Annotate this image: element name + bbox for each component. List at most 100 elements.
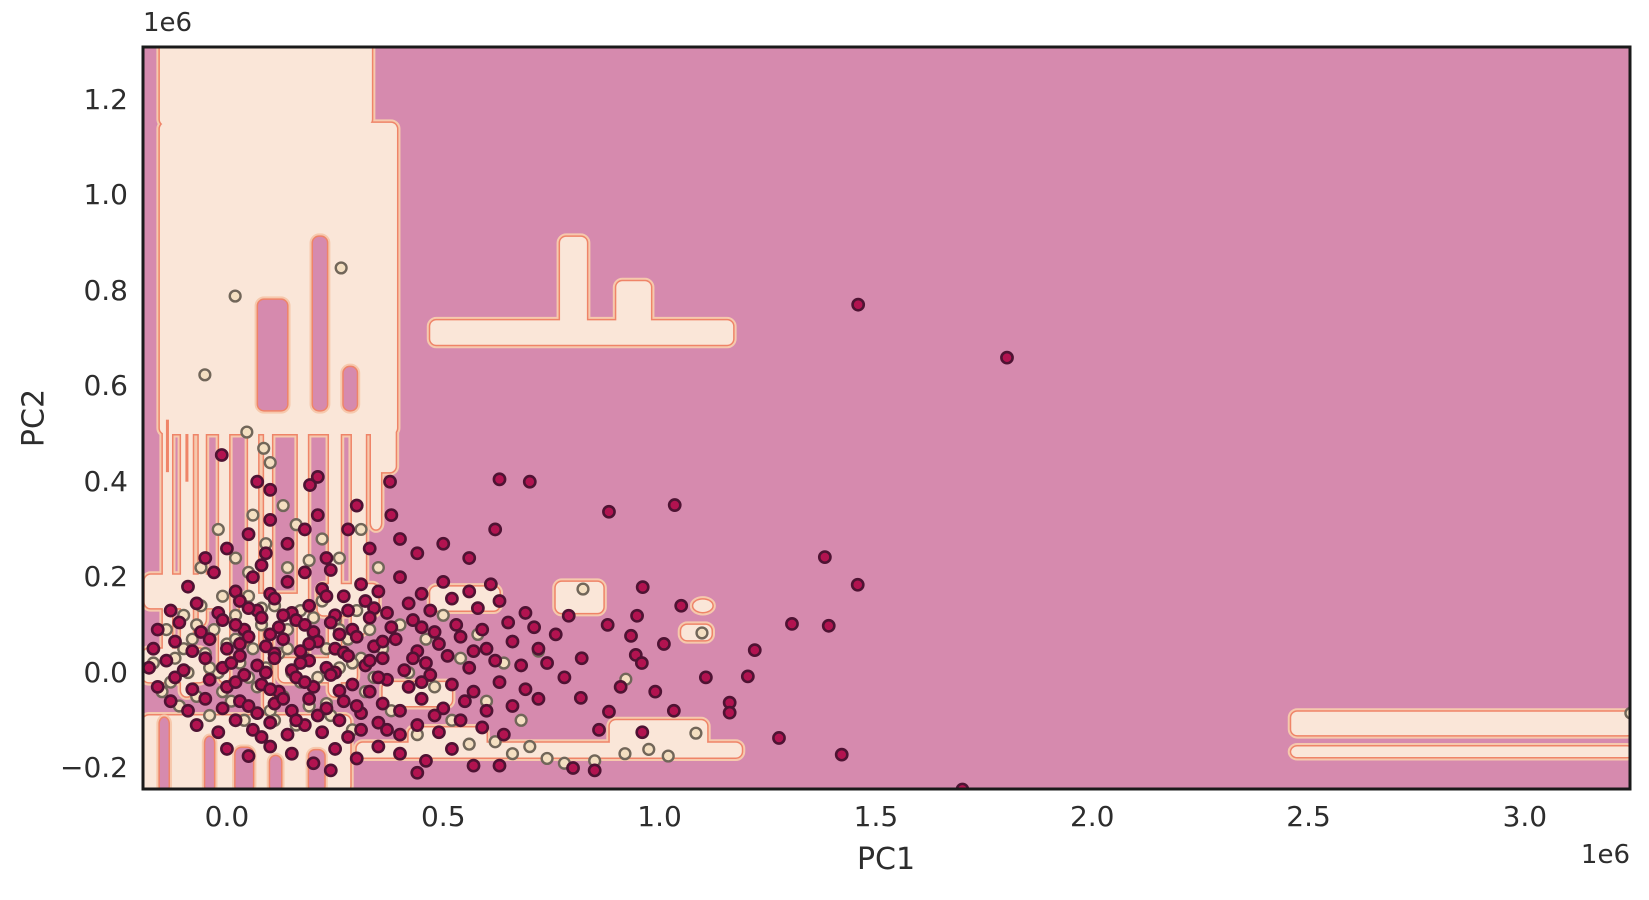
scatter-point-class-dark bbox=[531, 691, 546, 706]
scatter-point-class-dark bbox=[423, 603, 438, 618]
scatter-point-class-dark bbox=[479, 703, 494, 718]
scatter-point-class-dark bbox=[432, 725, 446, 740]
scatter-point-class-light bbox=[211, 522, 225, 537]
scatter-point-class-dark bbox=[336, 589, 351, 604]
scatter-point-class-dark bbox=[531, 641, 546, 656]
scatter-point-class-light bbox=[315, 532, 329, 546]
scatter-point-class-dark bbox=[453, 629, 468, 644]
scatter-point-class-dark bbox=[332, 627, 347, 642]
scatter-point-class-dark bbox=[354, 722, 368, 737]
scatter-point-class-dark bbox=[198, 691, 213, 706]
scatter-point-class-light bbox=[334, 261, 348, 275]
scatter-point-class-dark bbox=[341, 603, 355, 618]
scatter-point-class-dark bbox=[241, 699, 256, 713]
scatter-point-class-dark bbox=[505, 699, 520, 713]
scatter-point-class-dark bbox=[263, 482, 278, 497]
scatter-point-class-dark bbox=[538, 47, 542, 48]
scatter-point-class-dark bbox=[276, 632, 291, 647]
scatter-point-class-dark bbox=[419, 753, 433, 768]
scatter-point-class-light bbox=[246, 642, 260, 656]
scatter-point-class-dark bbox=[271, 620, 286, 635]
scatter-point-class-light bbox=[523, 739, 537, 754]
scatter-point-class-dark bbox=[462, 551, 477, 565]
scatter-point-class-dark bbox=[449, 617, 464, 632]
scatter-point-class-dark bbox=[479, 641, 494, 656]
scatter-point-class-dark bbox=[215, 701, 230, 716]
scatter-point-class-dark bbox=[362, 653, 377, 668]
scatter-point-class-dark bbox=[297, 617, 312, 632]
scatter-point-class-light bbox=[240, 425, 254, 439]
scatter-point-class-dark bbox=[466, 644, 481, 658]
scatter-point-class-dark bbox=[740, 669, 755, 684]
scatter-point-class-dark bbox=[492, 758, 507, 773]
scatter-point-class-dark bbox=[198, 551, 213, 565]
scatter-point-class-dark bbox=[406, 613, 420, 627]
scatter-point-class-dark bbox=[280, 575, 295, 589]
scatter-point-class-dark bbox=[414, 675, 429, 690]
scatter-point-class-dark bbox=[345, 677, 360, 692]
x-tick-label: 1.5 bbox=[853, 800, 899, 833]
scatter-point-class-light bbox=[203, 708, 217, 723]
scatter-point-class-dark bbox=[371, 584, 386, 599]
scatter-point-class-dark bbox=[423, 668, 438, 682]
scatter-point-class-dark bbox=[657, 637, 671, 651]
scatter-point-class-dark bbox=[220, 742, 234, 756]
scatter-point-class-dark bbox=[349, 498, 364, 513]
scatter-point-class-dark bbox=[410, 718, 425, 732]
region-class-dark-overlay bbox=[159, 717, 169, 789]
region-class-light bbox=[376, 410, 396, 473]
scatter-point-class-dark bbox=[306, 756, 321, 771]
scatter-point-class-dark bbox=[362, 610, 377, 625]
decision-surface bbox=[143, 47, 1630, 789]
scatter-point-class-dark bbox=[328, 742, 342, 756]
scatter-point-class-light bbox=[505, 747, 520, 761]
region-class-light bbox=[555, 581, 604, 613]
scatter-point-class-dark bbox=[393, 570, 407, 585]
scatter-point-class-dark bbox=[851, 297, 866, 312]
region-class-light bbox=[1291, 746, 1630, 758]
scatter-point-class-dark bbox=[462, 660, 477, 675]
scatter-point-class-dark bbox=[233, 594, 247, 608]
scatter-point-class-dark bbox=[245, 722, 260, 737]
scatter-point-class-dark bbox=[574, 651, 589, 666]
scatter-point-class-light bbox=[576, 582, 590, 596]
scatter-point-class-dark bbox=[276, 608, 291, 623]
scatter-point-class-light bbox=[689, 726, 703, 740]
scatter-point-class-dark bbox=[613, 679, 628, 694]
scatter-point-class-dark bbox=[557, 670, 572, 685]
scatter-point-class-dark bbox=[475, 720, 490, 735]
series-class-dark bbox=[143, 47, 1014, 789]
scatter-point-class-dark bbox=[341, 522, 355, 537]
scatter-point-class-dark bbox=[189, 596, 204, 611]
scatter-point-class-dark bbox=[445, 677, 459, 692]
scatter-point-class-dark bbox=[383, 474, 397, 489]
scatter-point-class-dark bbox=[254, 610, 269, 625]
region-class-light bbox=[693, 599, 713, 612]
scatter-point-class-dark bbox=[241, 629, 256, 644]
scatter-point-class-dark bbox=[375, 696, 390, 711]
scatter-point-class-dark bbox=[159, 653, 174, 668]
scatter-point-class-dark bbox=[263, 715, 278, 730]
scatter-point-class-dark bbox=[527, 620, 542, 635]
scatter-point-class-dark bbox=[674, 598, 689, 613]
scatter-point-class-dark bbox=[518, 606, 533, 620]
scatter-point-class-dark bbox=[254, 730, 269, 744]
scatter-point-class-dark bbox=[233, 648, 247, 663]
scatter-point-class-dark bbox=[150, 622, 165, 637]
scatter-point-class-dark bbox=[202, 632, 217, 647]
scatter-point-class-dark bbox=[284, 746, 299, 761]
contour-tick bbox=[165, 419, 169, 473]
scatter-point-class-light bbox=[661, 749, 675, 763]
x-axis-offset-label: 1e6 bbox=[1580, 840, 1630, 870]
scatter-point-class-light bbox=[276, 498, 290, 513]
scatter-point-class-dark bbox=[834, 747, 849, 762]
scatter-point-class-dark bbox=[624, 628, 638, 643]
scatter-point-class-dark bbox=[393, 746, 407, 761]
scatter-point-class-dark bbox=[323, 615, 338, 630]
scatter-point-class-dark bbox=[630, 608, 644, 623]
scatter-point-class-light bbox=[453, 651, 468, 665]
scatter-point-class-dark bbox=[336, 694, 351, 709]
region-class-light bbox=[1291, 711, 1630, 736]
scatter-point-class-dark bbox=[514, 658, 529, 673]
region-class-dark-overlay bbox=[343, 367, 357, 411]
